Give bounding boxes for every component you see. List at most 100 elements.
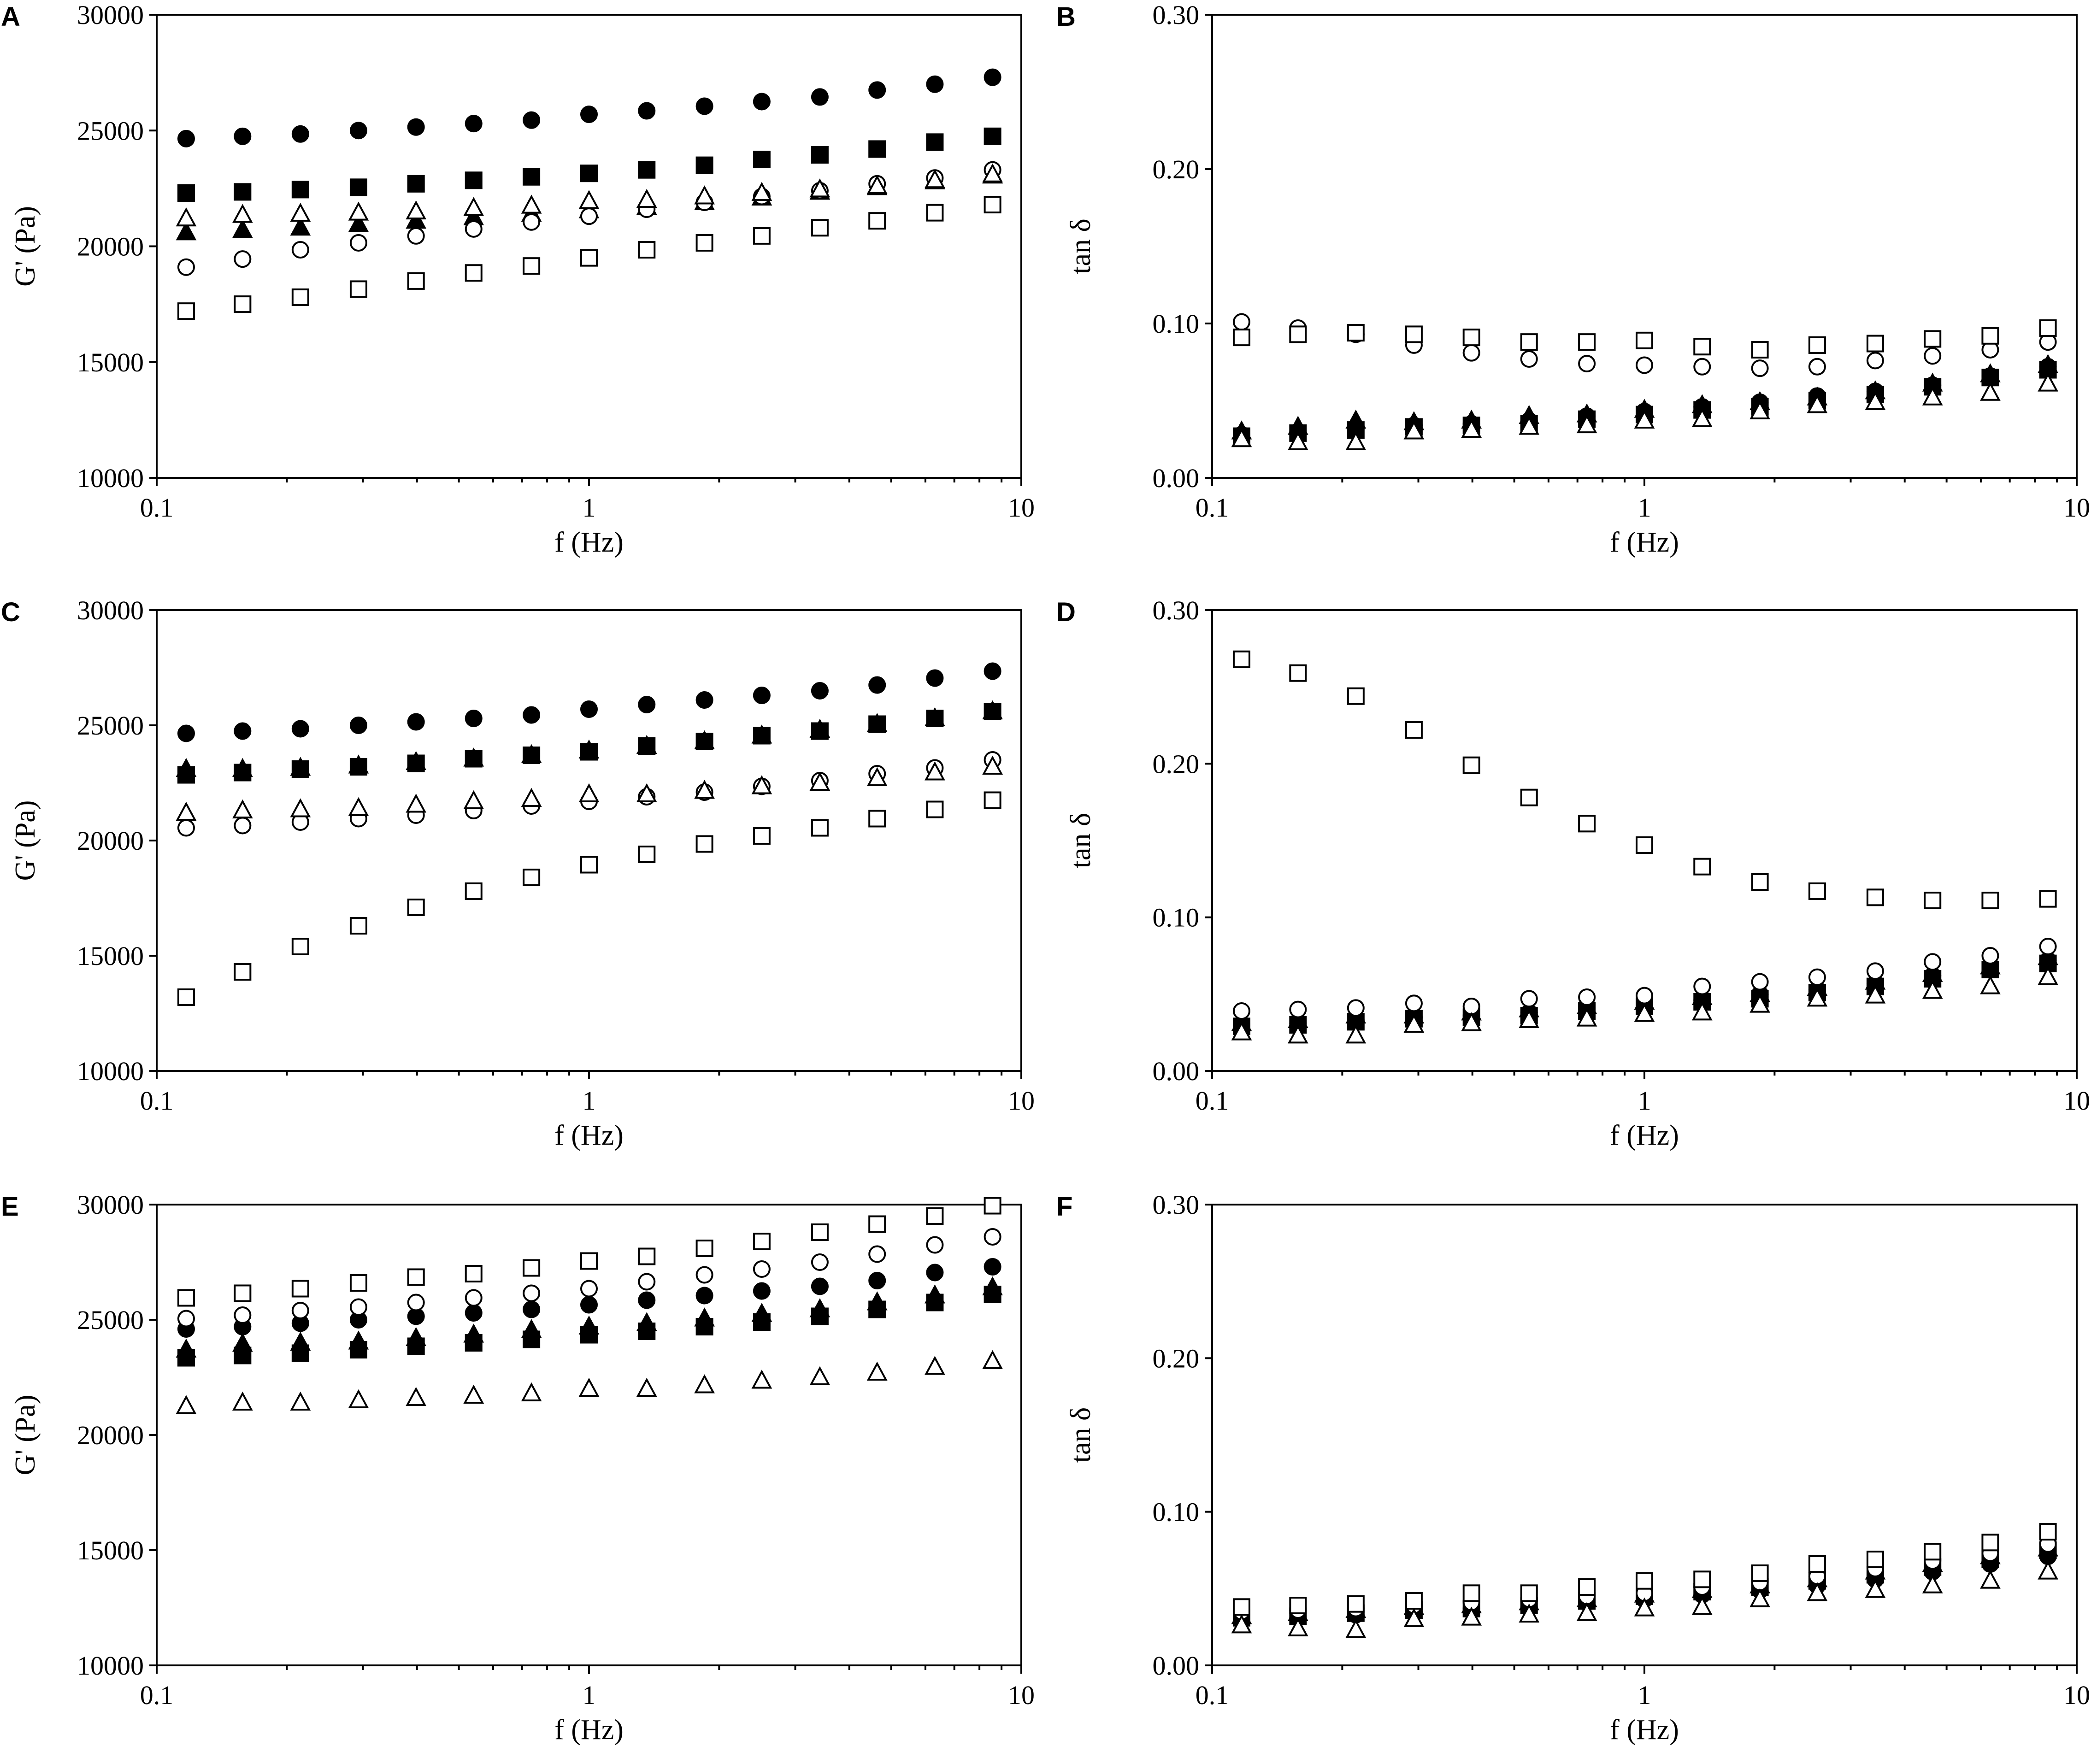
data-point-open-triangle [1576,1602,1597,1621]
data-point-filled-square [811,146,829,164]
data-point-open-square [811,219,829,237]
data-point-open-square [695,835,713,853]
y-tick-label: 0.10 [1153,903,1200,933]
data-point-open-square [1405,1592,1423,1610]
data-point-filled-circle [811,682,829,700]
data-point-open-circle [177,258,195,276]
data-point-filled-circle [638,102,656,120]
plot-frame [156,609,1022,1072]
x-tick-label: 10 [1008,1680,1035,1710]
data-point-filled-triangle [809,1298,831,1317]
panel-letter: C [1,597,20,627]
data-point-filled-circle [465,710,483,727]
data-point-filled-square [753,151,771,169]
data-point-open-square [1405,721,1423,739]
data-point-filled-circle [811,1277,829,1295]
data-point-filled-circle [984,1258,1001,1276]
data-point-open-circle [234,1306,252,1324]
y-tick-label: 10000 [77,1651,144,1681]
data-point-open-square [926,1207,944,1225]
data-point-open-triangle [809,178,831,198]
data-point-open-circle [1751,359,1769,377]
data-point-open-square [1232,329,1250,347]
data-point-open-square [1981,892,1999,909]
series-open-square [177,196,1001,320]
y-tick-label: 25000 [77,116,144,146]
data-point-open-circle [1693,358,1711,376]
plot-frame [156,1204,1022,1666]
data-point-filled-triangle [290,217,311,236]
data-point-open-circle [1462,998,1480,1015]
data-point-open-square [1636,331,1653,349]
data-point-open-triangle [2038,1560,2058,1580]
data-point-filled-triangle [2038,354,2058,373]
data-point-open-square [1808,1555,1826,1573]
data-point-open-square [407,1268,425,1286]
data-point-open-triangle [1345,1619,1367,1638]
data-point-filled-triangle [751,1303,772,1322]
data-point-open-square [926,800,944,818]
y-tick-label: 20000 [77,232,144,262]
data-point-open-triangle [636,783,657,802]
x-axis-label: f (Hz) [554,1714,624,1746]
data-point-filled-triangle [521,1319,542,1338]
data-point-open-square [1751,873,1769,891]
data-point-open-circle [1232,1002,1250,1020]
data-point-open-triangle [232,204,253,223]
data-point-open-square [291,938,309,955]
data-point-open-circle [1866,962,1884,980]
chart-panel-c: C 10000 15000 20000 25000 30000 0.1 1 10 f (Hz) G'… [1,595,1035,1151]
data-point-open-square [177,1289,195,1307]
x-tick-label: 0.1 [140,1086,174,1116]
data-point-open-circle [984,1228,1001,1246]
y-tick-label: 25000 [77,1305,144,1335]
data-point-filled-triangle [176,758,197,777]
data-point-open-triangle [348,201,369,221]
data-point-open-triangle [578,190,600,209]
x-tick-label: 10 [2063,1086,2090,1116]
data-point-open-triangle [1403,1608,1425,1627]
data-point-open-triangle [2038,966,2058,985]
data-point-open-triangle [1231,428,1252,447]
data-point-filled-triangle [521,744,542,763]
data-point-open-triangle [1749,994,1770,1013]
data-point-open-square [811,819,829,837]
data-point-filled-circle [177,724,195,742]
data-point-filled-circle [177,129,195,147]
data-point-open-square [1462,756,1480,774]
y-axis-label: tan δ [1065,218,1096,274]
data-point-filled-circle [465,115,483,133]
data-point-filled-circle [407,118,425,136]
data-point-open-triangle [1980,1570,2001,1589]
data-point-open-square [349,280,367,298]
data-point-open-triangle [1922,980,1943,999]
y-tick-label: 20000 [77,826,144,856]
data-point-filled-circle [811,88,829,106]
data-point-filled-square [580,165,598,182]
data-point-open-circle [407,1294,425,1311]
y-tick-label: 30000 [77,595,144,625]
x-tick-label: 10 [2063,1680,2090,1710]
data-point-open-circle [1289,1000,1307,1018]
data-point-open-triangle [1287,431,1308,450]
y-tick-label: 20000 [77,1420,144,1450]
data-point-open-triangle [578,783,600,802]
data-point-open-circle [1636,987,1653,1005]
data-point-open-triangle [636,1377,657,1397]
chart-panel-e: E 10000 15000 20000 25000 30000 0.1 1 10 f (Hz) G'… [1,1190,1035,1746]
series-open-circle [1232,938,2057,1020]
series-open-square [1232,319,2057,359]
data-point-open-circle [638,1273,656,1291]
data-point-filled-triangle [463,1323,484,1343]
data-point-filled-triangle [866,713,888,732]
panel-letter: F [1056,1192,1072,1222]
data-point-open-triangle [694,185,715,205]
data-point-open-triangle [463,1384,484,1404]
data-point-open-triangle [751,1370,772,1389]
data-point-open-square [1693,1570,1711,1588]
data-point-open-circle [1520,990,1538,1008]
data-point-open-square [753,227,771,245]
data-point-open-triangle [1865,391,1886,410]
data-point-filled-square [465,171,483,189]
